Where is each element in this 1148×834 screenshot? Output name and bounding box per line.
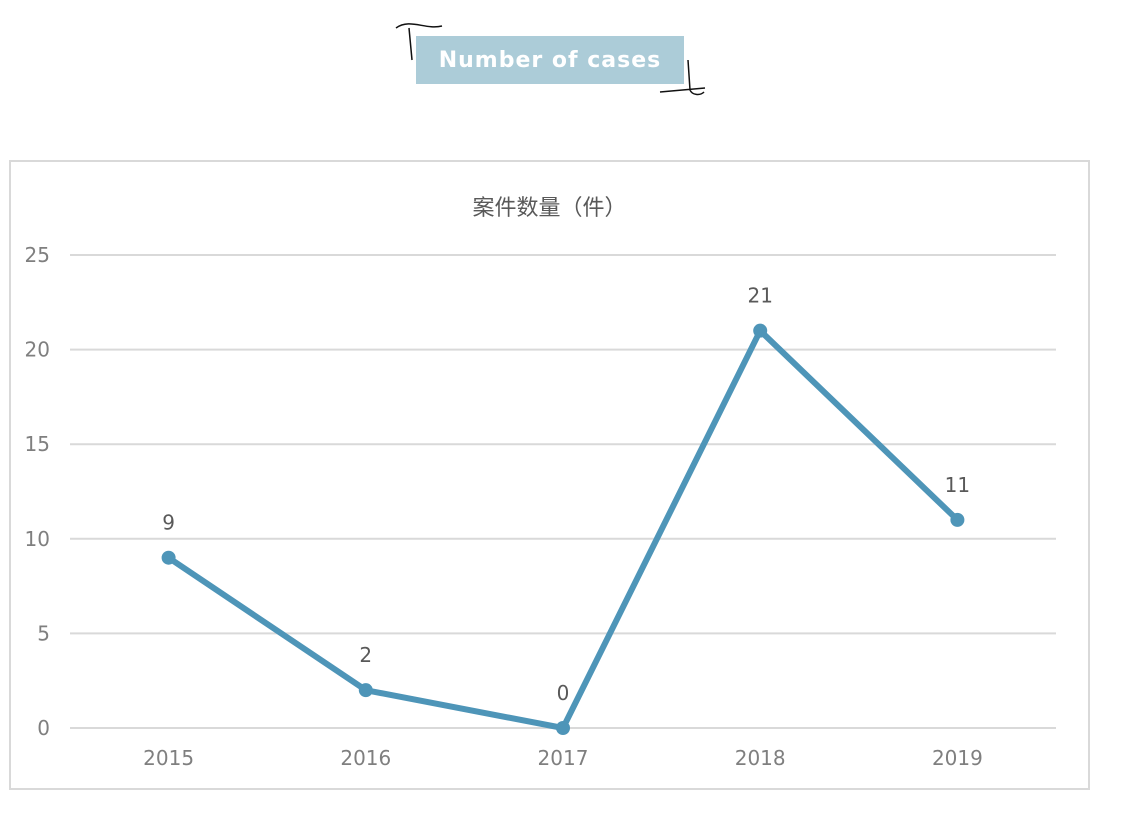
x-tick-label: 2018: [735, 746, 786, 770]
y-tick-label: 15: [25, 432, 50, 456]
y-tick-label: 20: [25, 338, 50, 362]
data-point: [753, 323, 768, 338]
data-point: [556, 721, 570, 735]
data-label: 11: [945, 473, 970, 497]
x-tick-label: 2019: [932, 746, 983, 770]
data-label: 9: [162, 511, 175, 535]
y-tick-label: 5: [37, 621, 50, 645]
x-tick-label: 2017: [538, 746, 589, 770]
data-point: [161, 550, 176, 565]
series-line: [165, 327, 961, 731]
x-tick-label: 2015: [143, 746, 194, 770]
y-tick-label: 10: [25, 527, 50, 551]
data-label: 21: [747, 284, 772, 308]
y-tick-label: 25: [25, 243, 50, 267]
chart-title: 案件数量（件）: [472, 196, 627, 221]
data-label: 0: [557, 681, 570, 705]
header-label: Number of cases: [416, 36, 684, 84]
data-label: 2: [359, 643, 372, 667]
x-tick-label: 2016: [340, 746, 391, 770]
y-tick-label: 0: [37, 716, 50, 740]
data-point: [358, 683, 373, 698]
data-point: [950, 512, 965, 527]
